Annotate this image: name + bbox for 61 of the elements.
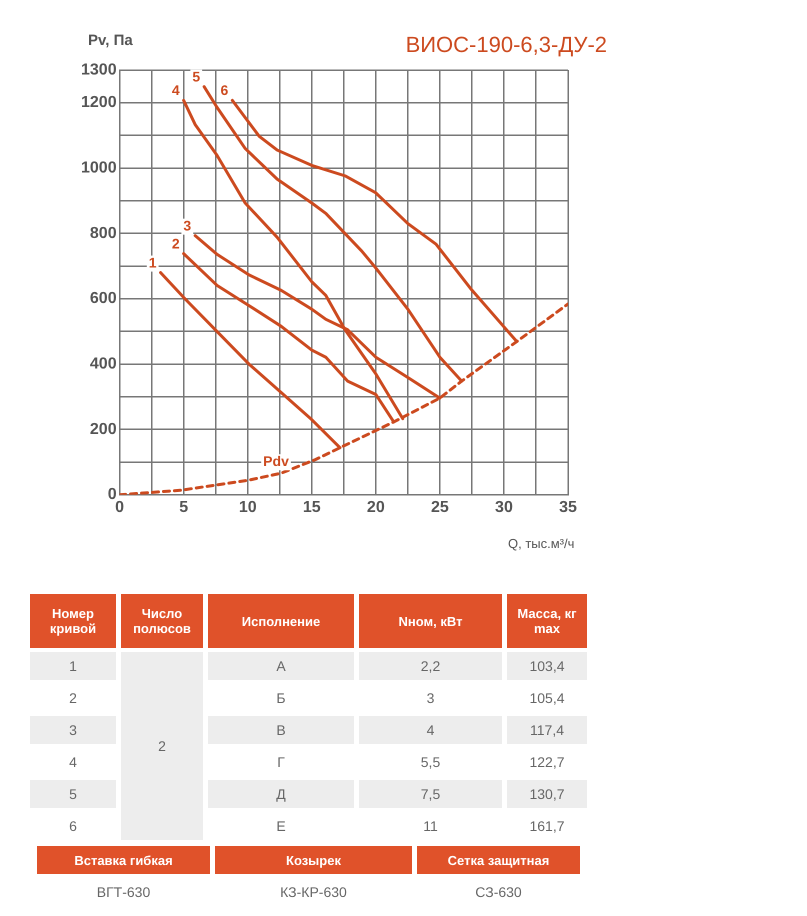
text: 4 xyxy=(359,716,502,744)
text: 2,2 xyxy=(359,652,502,680)
text: Д xyxy=(208,780,354,808)
series-label: 6 xyxy=(220,82,229,98)
y-tick-label: 600 xyxy=(90,290,117,308)
chart-title: ВИОС-190-6,3-ДУ-2 xyxy=(406,32,607,58)
text: 2 xyxy=(68,689,78,708)
text: 1 xyxy=(30,652,116,680)
text: КЗ-КР-630 xyxy=(279,883,348,902)
text: Число полюсов xyxy=(121,594,203,648)
x-tick-label: 5 xyxy=(179,498,188,516)
text: Б xyxy=(275,689,287,708)
text: 4 xyxy=(68,753,78,772)
y-tick-label: 1300 xyxy=(81,61,117,78)
series-label: 5 xyxy=(192,68,200,85)
y-tick-label: 1000 xyxy=(81,159,117,176)
text: 122,7 xyxy=(528,753,566,772)
series-label: 3 xyxy=(183,218,192,234)
text: 130,7 xyxy=(507,780,587,808)
text: 117,4 xyxy=(507,716,587,744)
text: В xyxy=(208,716,354,744)
text: Номер кривой xyxy=(30,594,116,648)
text: ВГТ-630 xyxy=(96,883,152,902)
text: 11 xyxy=(422,817,439,836)
text: Исполнение xyxy=(208,594,354,648)
y-tick-label: 400 xyxy=(90,356,117,372)
text: 3 xyxy=(30,716,116,744)
y-tick-label: 200 xyxy=(90,420,117,438)
y-axis-title: Pv, Па xyxy=(88,32,133,49)
y-tick-label: 0 xyxy=(108,486,117,504)
x-tick-label: 25 xyxy=(430,498,449,516)
text: СЗ-630 xyxy=(474,883,523,902)
text: 6 xyxy=(68,817,78,836)
x-tick-label: 30 xyxy=(495,498,513,516)
series-label: 2 xyxy=(172,236,180,252)
x-tick-label: 35 xyxy=(559,498,577,516)
text: Вставка гибкая xyxy=(37,846,210,874)
series-label: 1 xyxy=(148,254,157,270)
text: 105,4 xyxy=(528,689,566,708)
series-label: 4 xyxy=(172,82,180,98)
text: Е xyxy=(275,817,287,836)
text: 2 xyxy=(121,652,203,840)
text: Г xyxy=(276,753,286,772)
text: Nном, кВт xyxy=(359,594,502,648)
y-tick-label: 800 xyxy=(90,224,117,242)
text: 3 xyxy=(426,689,436,708)
y-tick-label: 1200 xyxy=(81,94,117,112)
x-axis-title: Q, тыс.м³/ч xyxy=(508,536,574,551)
text: А xyxy=(208,652,354,680)
text: 7,5 xyxy=(359,780,502,808)
text: 103,4 xyxy=(507,652,587,680)
text: 5,5 xyxy=(420,753,442,772)
series-label: Pdv xyxy=(263,453,290,470)
text: Козырек xyxy=(215,846,412,874)
x-tick-label: 15 xyxy=(302,498,321,516)
text: Масса, кг max xyxy=(507,594,587,648)
text: 5 xyxy=(30,780,116,808)
text: Сетка защитная xyxy=(417,846,580,874)
x-tick-label: 10 xyxy=(238,498,257,516)
x-tick-label: 20 xyxy=(366,498,385,516)
text: 161,7 xyxy=(528,817,566,836)
